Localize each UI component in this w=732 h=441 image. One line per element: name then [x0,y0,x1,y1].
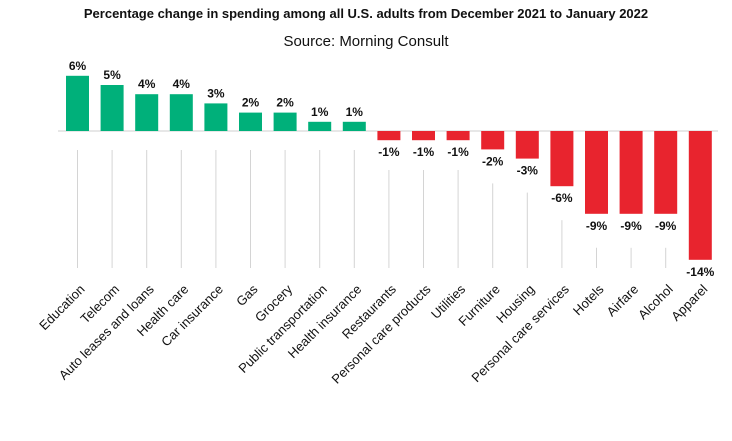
bar-apparel [688,131,712,260]
bar-restaurants [377,131,401,141]
bar-furniture [481,131,505,150]
data-label: 1% [311,105,329,119]
bar-hotels [585,131,608,214]
bar-personal-care-services [550,131,574,187]
bar-health-insurance [342,121,366,131]
data-label: 2% [242,96,260,110]
data-label: 4% [138,77,156,91]
data-label: -9% [620,219,642,233]
bar-personal-care-products [412,131,435,141]
bar-airfare [619,131,643,214]
bar-public-transportation [308,121,332,131]
bar-car-insurance [204,103,228,131]
bar-gas [239,112,262,131]
chart-subtitle: Source: Morning Consult [283,33,449,50]
data-label: 6% [69,59,87,73]
bar-utilities [446,131,470,141]
data-label: -9% [655,219,677,233]
data-label: 4% [173,77,191,91]
category-label: Car insurance [158,282,226,350]
category-label: Apparel [668,281,710,323]
data-label: 5% [103,68,121,82]
category-label: Education [36,282,87,333]
category-label: Hotels [570,281,607,318]
data-label: -6% [551,191,573,205]
data-label: -3% [517,164,539,178]
data-label: 2% [276,96,294,110]
chart-title: Percentage change in spending among all … [83,6,649,21]
data-label: -1% [378,145,400,159]
bar-alcohol [654,131,678,214]
category-label: Gas [233,281,261,309]
bar-telecom [100,85,124,131]
data-label: 1% [346,105,364,119]
data-label: -2% [482,154,504,168]
bar-grocery [273,112,297,131]
data-label: -1% [413,145,435,159]
bar-housing [515,131,539,159]
bar-auto-leases-and-loans [135,94,159,131]
data-label: -1% [447,145,469,159]
data-label: -14% [686,265,714,279]
data-label: -9% [586,219,608,233]
bar-education [66,75,89,131]
data-label: 3% [207,86,225,100]
bar-health-care [169,94,193,131]
